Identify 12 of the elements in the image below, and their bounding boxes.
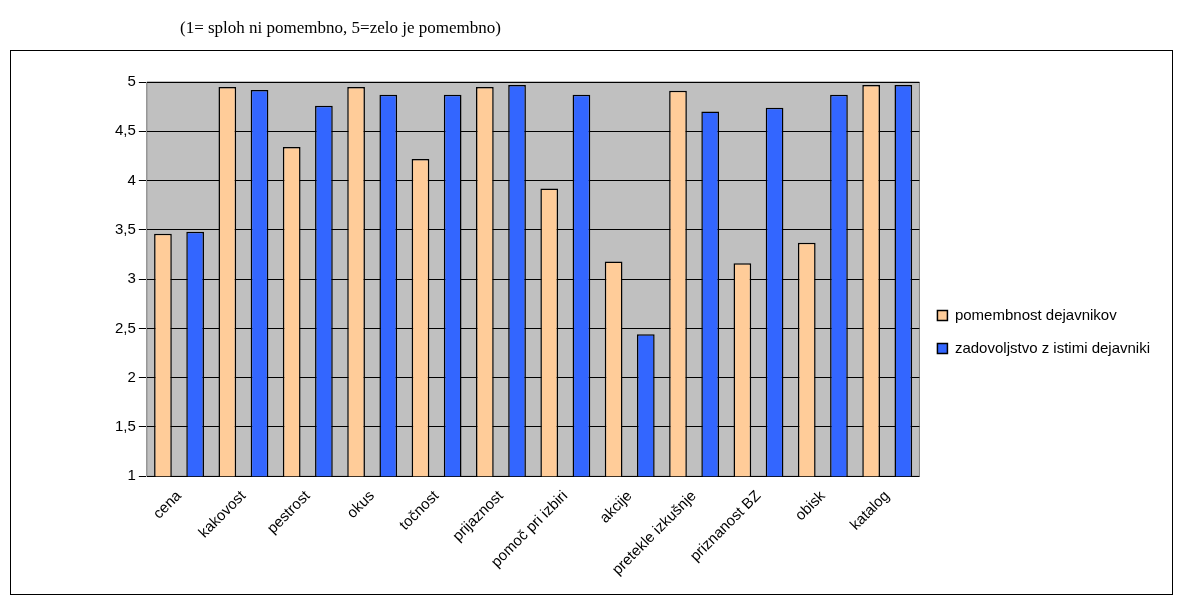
y-tick-label: 4 xyxy=(127,170,136,188)
y-tick-label: 3,5 xyxy=(114,219,136,237)
y-tick-label: 1,5 xyxy=(114,417,136,435)
legend-label: zadovoljstvo z istimi dejavniki xyxy=(954,338,1150,356)
y-tick-label: 5 xyxy=(127,72,136,90)
y-tick-label: 1 xyxy=(127,466,136,484)
y-tick-label: 3 xyxy=(127,269,136,287)
y-tick-label: 4,5 xyxy=(114,121,136,139)
chart-title: (1= sploh ni pomembno, 5=zelo je pomembno) xyxy=(180,18,501,38)
legend-label: pomembnost dejavnikov xyxy=(954,305,1118,323)
y-tick-label: 2 xyxy=(127,367,136,385)
y-tick-label: 2,5 xyxy=(114,318,136,336)
